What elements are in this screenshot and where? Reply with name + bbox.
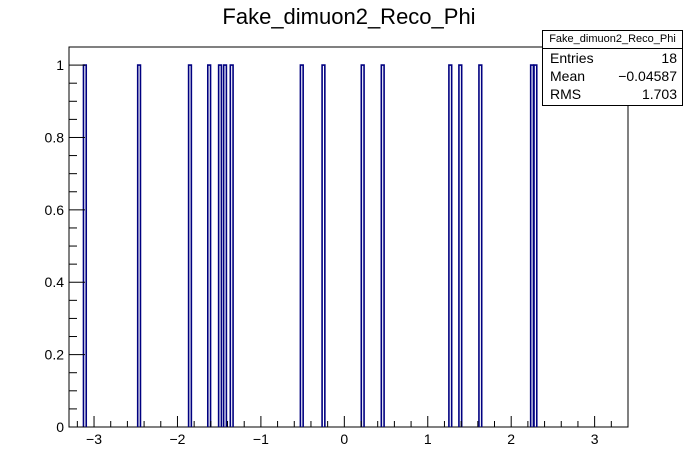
x-tick-label: 0 [340,431,348,447]
x-tick-label: −1 [253,431,269,447]
histogram-bars [82,64,538,427]
stats-mean-value: −0.04587 [618,68,677,84]
stats-box: Fake_dimuon2_Reco_Phi Entries 18 Mean −0… [542,30,683,106]
stats-entries-value: 18 [661,50,677,66]
histogram-bin [206,64,212,427]
x-tick-label: 3 [591,431,599,447]
histogram-bin [321,64,326,427]
stats-entries-label: Entries [550,50,594,66]
histogram-bin [533,64,538,427]
stats-rms-value: 1.703 [641,86,677,102]
histogram-bin [299,64,304,427]
stats-mean-label: Mean [550,68,586,84]
histogram-bin [360,64,365,427]
histogram-bin [187,64,193,427]
x-tick-label: 1 [424,431,432,447]
stats-mean-row: Mean −0.04587 [543,67,682,85]
histogram-bin [529,64,535,427]
x-tick-label: 2 [507,431,515,447]
stats-box-title: Fake_dimuon2_Reco_Phi [543,31,682,49]
axes: −3 −2 −1 0 1 2 3 0 0.2 0.4 0.6 0.8 1 [45,57,612,447]
stats-rms-row: RMS 1.703 [543,85,682,103]
histogram-bin [82,64,88,427]
y-tick-label: 0.2 [45,347,65,363]
histogram-bin [380,64,385,427]
histogram-bin [448,64,453,427]
x-tick-label: −3 [86,431,102,447]
x-tick-label: −2 [169,431,185,447]
y-tick-label: 0.8 [45,129,65,145]
y-tick-label: 1 [56,57,64,73]
y-tick-label: 0.4 [45,274,65,290]
histogram-bin [136,64,142,427]
histogram-bin [478,64,483,427]
histogram-bin [222,64,228,427]
histogram-bin [458,64,463,427]
histogram-bin [229,64,234,427]
y-tick-label: 0.6 [45,202,65,218]
y-tick-label: 0 [56,419,64,435]
chart-title: Fake_dimuon2_Reco_Phi [222,4,476,29]
stats-entries-row: Entries 18 [543,49,682,67]
stats-rms-label: RMS [550,86,582,102]
plot-frame [68,46,629,428]
histogram-bin [217,64,223,427]
